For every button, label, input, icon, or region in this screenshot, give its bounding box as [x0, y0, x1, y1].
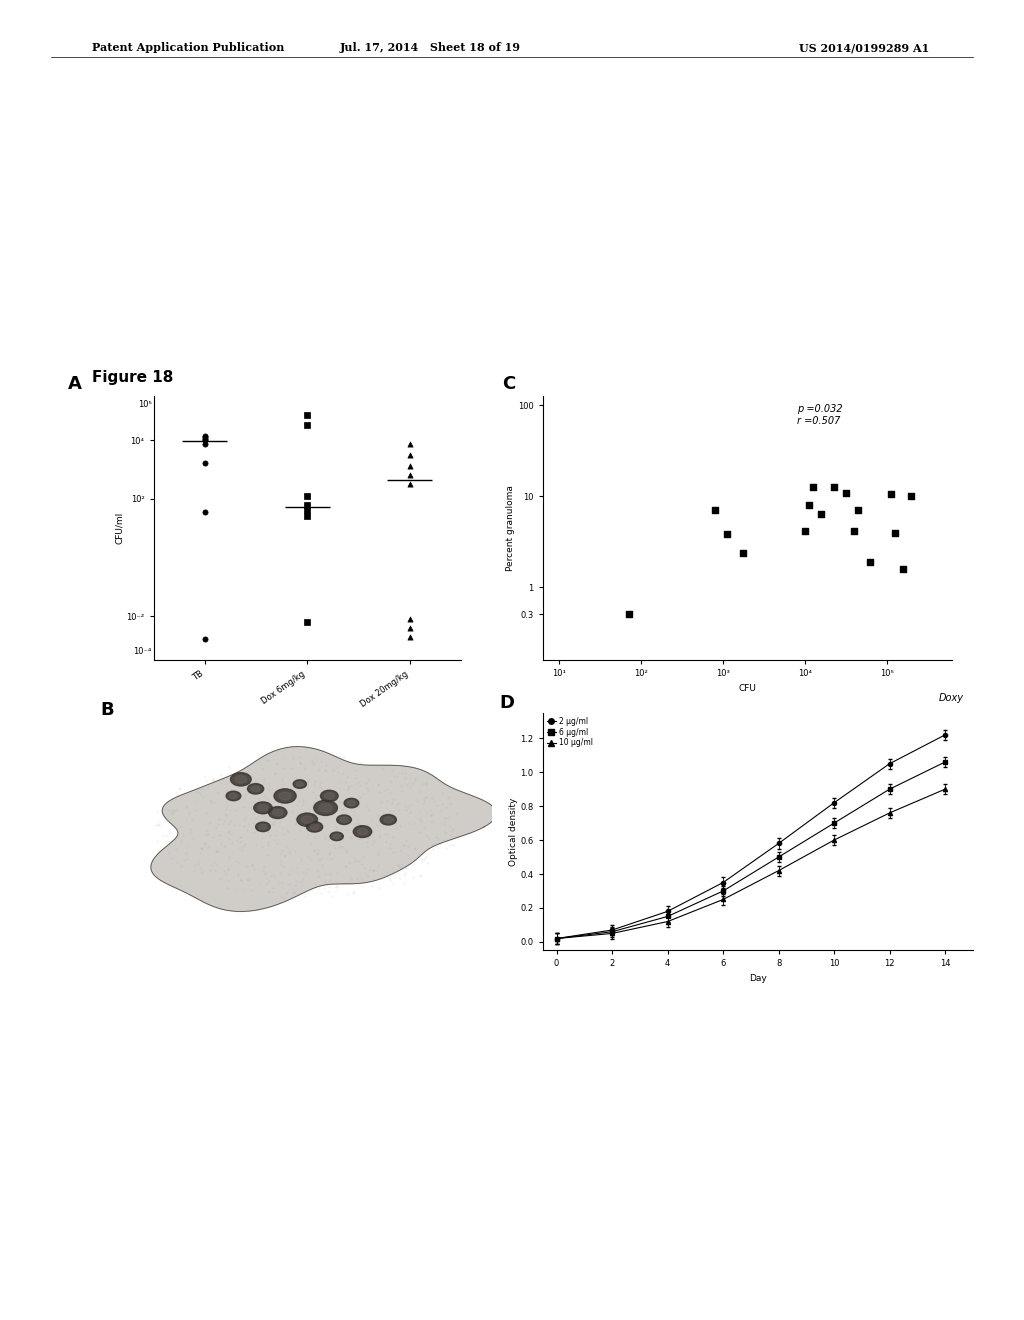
Point	[883, 483, 899, 504]
Point	[805, 477, 821, 498]
Text: Patent Application Publication: Patent Application Publication	[92, 42, 285, 53]
Point	[197, 628, 213, 649]
Point	[887, 521, 903, 543]
Point	[797, 520, 813, 541]
Point	[846, 520, 862, 541]
Point	[621, 605, 637, 626]
Text: C: C	[502, 375, 515, 393]
Point	[401, 455, 418, 477]
Circle shape	[248, 784, 264, 795]
Point	[401, 434, 418, 455]
Point	[401, 618, 418, 639]
Circle shape	[293, 780, 306, 788]
Point	[197, 429, 213, 450]
Circle shape	[310, 824, 319, 830]
Text: Doxy: Doxy	[939, 693, 965, 704]
Text: 10⁵: 10⁵	[137, 400, 152, 409]
Text: Jul. 17, 2014   Sheet 18 of 19: Jul. 17, 2014 Sheet 18 of 19	[340, 42, 520, 53]
Point	[895, 558, 911, 579]
Point	[401, 626, 418, 647]
Circle shape	[272, 809, 283, 816]
Text: 10⁻⁴: 10⁻⁴	[133, 647, 152, 656]
Y-axis label: CFU/ml: CFU/ml	[115, 512, 124, 544]
Text: Figure 18: Figure 18	[92, 370, 173, 384]
Circle shape	[256, 822, 270, 832]
Point	[838, 483, 854, 504]
Point	[903, 486, 920, 507]
Point	[401, 444, 418, 465]
Point	[719, 524, 735, 545]
Circle shape	[279, 792, 291, 800]
Point	[401, 474, 418, 495]
Point	[401, 465, 418, 486]
Point	[299, 506, 315, 527]
Circle shape	[258, 805, 268, 810]
X-axis label: Day: Day	[749, 974, 767, 983]
Circle shape	[357, 829, 368, 834]
Circle shape	[254, 801, 272, 813]
Circle shape	[313, 800, 338, 816]
Circle shape	[337, 814, 351, 825]
Text: B: B	[100, 701, 115, 719]
Circle shape	[297, 813, 317, 826]
Point	[299, 486, 315, 507]
Circle shape	[306, 821, 323, 832]
Circle shape	[230, 772, 251, 785]
Point	[735, 543, 752, 564]
Point	[197, 453, 213, 474]
Point	[299, 414, 315, 436]
Circle shape	[353, 826, 372, 837]
Point	[299, 500, 315, 521]
Text: US 2014/0199289 A1: US 2014/0199289 A1	[799, 42, 929, 53]
Y-axis label: Optical density: Optical density	[509, 797, 518, 866]
Circle shape	[344, 799, 358, 808]
Polygon shape	[151, 747, 497, 911]
Circle shape	[380, 814, 396, 825]
Point	[299, 494, 315, 515]
Circle shape	[330, 832, 343, 841]
Point	[197, 425, 213, 446]
Point	[825, 477, 842, 498]
X-axis label: CFU: CFU	[738, 684, 757, 693]
Point	[197, 434, 213, 455]
Circle shape	[226, 791, 241, 801]
Point	[197, 426, 213, 447]
Circle shape	[274, 789, 296, 803]
Circle shape	[251, 785, 260, 792]
Circle shape	[268, 807, 287, 818]
Circle shape	[347, 800, 355, 805]
Circle shape	[333, 834, 340, 838]
Point	[850, 499, 866, 520]
Point	[813, 504, 829, 525]
Point	[862, 552, 879, 573]
Circle shape	[296, 781, 303, 787]
Circle shape	[325, 793, 334, 799]
Point	[299, 404, 315, 425]
Circle shape	[340, 817, 348, 822]
Text: p =0.032
r =0.507: p =0.032 r =0.507	[797, 404, 843, 425]
Y-axis label: Percent granuloma: Percent granuloma	[506, 484, 515, 572]
Text: A: A	[68, 375, 82, 393]
Point	[197, 502, 213, 523]
Point	[707, 499, 723, 520]
Legend: 2 μg/ml, 6 μg/ml, 10 μg/ml: 2 μg/ml, 6 μg/ml, 10 μg/ml	[547, 717, 593, 747]
Circle shape	[384, 817, 393, 822]
Point	[401, 609, 418, 630]
Circle shape	[301, 816, 313, 824]
Circle shape	[229, 793, 238, 799]
Text: D: D	[500, 694, 515, 711]
Circle shape	[236, 776, 247, 783]
Point	[197, 428, 213, 449]
Point	[299, 611, 315, 632]
Point	[801, 495, 817, 516]
Circle shape	[259, 824, 267, 829]
Circle shape	[319, 804, 332, 812]
Circle shape	[321, 791, 338, 801]
